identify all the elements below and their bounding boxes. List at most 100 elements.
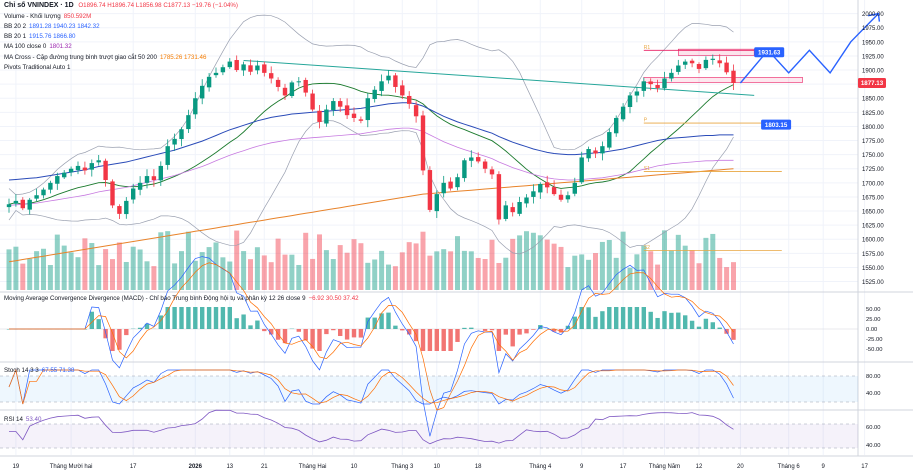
volume-bar xyxy=(268,262,274,290)
legend-bb-1[interactable]: BB 20 1 1915.76 1866.80 xyxy=(4,33,75,41)
macd-histogram-bar xyxy=(531,329,536,330)
stoch-legend[interactable]: Stoch 14 3 3 67.55 71.38 xyxy=(4,367,74,375)
macd-histogram-bar xyxy=(365,317,370,329)
candle-body xyxy=(158,165,163,181)
volume-bar xyxy=(372,259,378,290)
macd-histogram-bar xyxy=(510,329,515,347)
macd-histogram-bar xyxy=(400,329,405,331)
candle-body xyxy=(476,157,481,162)
rsi-tick-label: 60.00 xyxy=(866,425,881,431)
macd-histogram-bar xyxy=(324,329,329,335)
time-tick-label: 18 xyxy=(475,464,482,470)
volume-bar xyxy=(110,259,115,290)
time-tick-label: 10 xyxy=(433,464,440,470)
macd-histogram-bar xyxy=(172,307,177,329)
price-tick-label: 1775.00 xyxy=(862,139,884,145)
volume-bar xyxy=(627,267,633,290)
volume-bar xyxy=(427,255,433,290)
volume-bar xyxy=(689,250,695,290)
macd-histogram-bar xyxy=(303,329,308,341)
macd-line xyxy=(9,256,734,437)
volume-bar xyxy=(13,246,19,290)
legend-header[interactable]: Chỉ số VNINDEX · 1D O1896.74 H1896.74 L1… xyxy=(4,2,238,10)
time-tick-label: 9 xyxy=(580,464,584,470)
candle-body xyxy=(310,93,315,110)
time-tick-label: Tháng 4 xyxy=(529,464,552,470)
legend-pivots[interactable]: Pivots Traditional Auto 1 xyxy=(4,64,70,72)
candle-body xyxy=(213,72,219,76)
candle-body xyxy=(689,60,695,64)
stoch-tick-label: 40.00 xyxy=(866,391,881,397)
candle-body xyxy=(393,75,398,87)
macd-histogram-bar xyxy=(358,329,364,338)
candle-body xyxy=(165,146,170,165)
rsi-tick-label: 40.00 xyxy=(866,443,881,449)
legend-ma-cross[interactable]: MA Cross - Cặp đường trung bình trượt gi… xyxy=(4,54,206,62)
volume-bar xyxy=(496,262,502,290)
macd-histogram-bar xyxy=(296,329,301,332)
candle-body xyxy=(462,160,467,179)
volume-bar xyxy=(392,266,398,290)
price-tick-label: 1550.00 xyxy=(862,266,884,272)
macd-histogram-bar xyxy=(144,323,150,329)
macd-legend[interactable]: Moving Average Convergence Divergence (M… xyxy=(4,295,359,303)
candle-body xyxy=(710,58,715,60)
macd-histogram-bar xyxy=(241,314,246,329)
symbol-title[interactable]: Chỉ số VNINDEX · 1D xyxy=(4,2,74,9)
ma100-line xyxy=(8,127,734,206)
macd-histogram-bar xyxy=(572,316,577,329)
volume-bar xyxy=(130,246,136,290)
stoch-pane: 80.00 40.00 xyxy=(0,368,881,405)
time-tick-label: Tháng Năm xyxy=(649,464,680,470)
candle-body xyxy=(358,119,364,121)
candle-body xyxy=(234,60,239,71)
candle-body xyxy=(48,182,53,190)
volume-bar xyxy=(475,257,481,290)
legend-bb-2[interactable]: BB 20 2 1891.28 1940.23 1842.32 xyxy=(4,23,100,31)
candle-body xyxy=(344,105,350,116)
volume-bar xyxy=(434,251,440,290)
candle-body xyxy=(662,78,667,89)
candle-body xyxy=(565,195,571,200)
price-tick-label: 1825.00 xyxy=(862,111,884,117)
volume-bar xyxy=(413,243,419,290)
price-tag-label: 1803.15 xyxy=(765,122,788,129)
candle-body xyxy=(696,64,702,69)
legend-ma-100[interactable]: MA 100 close 0 1801.32 xyxy=(4,43,72,51)
macd-histogram-bar xyxy=(462,327,467,329)
rsi-legend[interactable]: RSI 14 53.40 xyxy=(4,416,41,424)
macd-histogram-bar xyxy=(558,329,564,333)
candle-body xyxy=(593,150,598,154)
volume-bar xyxy=(682,245,688,290)
volume-bar xyxy=(179,251,184,290)
candle-body xyxy=(200,85,205,99)
volume-bar xyxy=(593,253,598,290)
volume-bar xyxy=(275,238,281,290)
candle-body xyxy=(482,161,488,169)
macd-tick-label: 0.00 xyxy=(866,327,877,333)
candle-body xyxy=(96,160,101,163)
volume-bar xyxy=(613,257,619,290)
macd-histogram-bar xyxy=(255,320,260,329)
price-tag-label: 1931.63 xyxy=(758,50,781,57)
candle-body xyxy=(717,60,722,64)
time-tick-label: Tháng 6 xyxy=(778,464,801,470)
macd-histogram-bar xyxy=(655,317,660,329)
volume-bar xyxy=(172,263,178,290)
candle-body xyxy=(255,65,260,71)
macd-histogram-bar xyxy=(158,315,163,329)
candle-body xyxy=(579,157,584,183)
candle-body xyxy=(641,81,646,91)
macd-histogram-bar xyxy=(165,307,170,329)
time-tick-label: Tháng Hai xyxy=(299,464,327,470)
legend-volume[interactable]: Volume - Khối lượng 850.592M xyxy=(4,13,91,21)
candle-body xyxy=(620,106,626,120)
legend-label: BB 20 1 xyxy=(4,33,27,40)
candle-body xyxy=(503,205,508,219)
volume-bar xyxy=(317,234,322,290)
volume-bar xyxy=(344,252,350,290)
legend-label: Volume - Khối lượng xyxy=(4,13,61,20)
candle-body xyxy=(303,79,308,93)
ma200-line xyxy=(8,168,734,263)
